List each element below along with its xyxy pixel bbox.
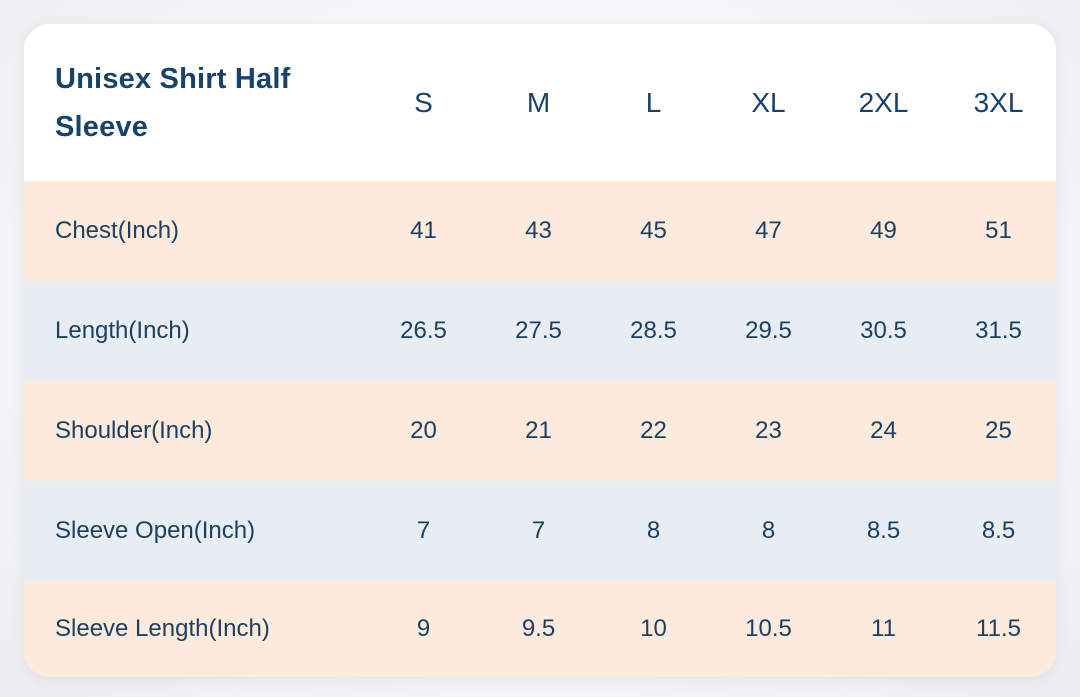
cell-value: 21 <box>525 417 552 444</box>
cell-value: 10.5 <box>745 615 792 642</box>
cell-value: 8 <box>646 517 661 544</box>
cell-value: 24 <box>870 417 897 444</box>
cell-value: 28.5 <box>630 317 677 344</box>
cell-value: 51 <box>985 217 1012 244</box>
table-row-chest: Chest(Inch) 41 43 45 47 49 51 <box>24 181 1056 281</box>
cell-value: 22 <box>640 417 667 444</box>
cell-value: 7 <box>531 517 546 544</box>
cell-value: 27.5 <box>515 317 562 344</box>
cell-value: 9.5 <box>521 615 556 642</box>
cell-value: 8.5 <box>981 517 1016 544</box>
size-chart-header-row: Unisex Shirt Half Sleeve S M L XL 2XL 3X… <box>24 24 1056 181</box>
size-column-header-m: M <box>526 86 551 118</box>
size-column-header-2xl: 2XL <box>858 86 909 118</box>
row-label: Shoulder(Inch) <box>55 417 213 444</box>
cell-value: 41 <box>410 217 437 244</box>
cell-value: 49 <box>870 217 897 244</box>
cell-value: 10 <box>640 615 667 642</box>
row-label: Sleeve Length(Inch) <box>55 615 270 642</box>
table-row-length: Length(Inch) 26.5 27.5 28.5 29.5 30.5 31… <box>24 281 1056 381</box>
cell-value: 47 <box>755 217 782 244</box>
cell-value: 31.5 <box>975 317 1022 344</box>
table-row-shoulder: Shoulder(Inch) 20 21 22 23 24 25 <box>24 381 1056 481</box>
cell-value: 23 <box>755 417 782 444</box>
size-column-header-xl: XL <box>751 86 786 118</box>
cell-value: 29.5 <box>745 317 792 344</box>
cell-value: 20 <box>410 417 437 444</box>
row-label: Length(Inch) <box>55 317 190 344</box>
cell-value: 11 <box>871 615 896 642</box>
size-chart-card: Unisex Shirt Half Sleeve S M L XL 2XL 3X… <box>24 24 1056 677</box>
cell-value: 11.5 <box>976 615 1021 642</box>
cell-value: 45 <box>640 217 667 244</box>
size-column-header-s: S <box>414 86 433 118</box>
table-row-sleeve-length: Sleeve Length(Inch) 9 9.5 10 10.5 11 11.… <box>24 581 1056 677</box>
size-column-header-3xl: 3XL <box>973 86 1024 118</box>
cell-value: 8 <box>761 517 776 544</box>
row-label: Chest(Inch) <box>55 217 180 244</box>
size-column-header-l: L <box>645 86 662 118</box>
cell-value: 8.5 <box>866 517 901 544</box>
cell-value: 9 <box>416 615 431 642</box>
cell-value: 30.5 <box>860 317 907 344</box>
cell-value: 25 <box>985 417 1012 444</box>
table-row-sleeve-open: Sleeve Open(Inch) 7 7 8 8 8.5 8.5 <box>24 481 1056 581</box>
cell-value: 26.5 <box>400 317 447 344</box>
size-chart-title: Unisex Shirt Half Sleeve <box>55 62 291 143</box>
cell-value: 43 <box>525 217 552 244</box>
row-label: Sleeve Open(Inch) <box>55 517 256 544</box>
cell-value: 7 <box>416 517 431 544</box>
